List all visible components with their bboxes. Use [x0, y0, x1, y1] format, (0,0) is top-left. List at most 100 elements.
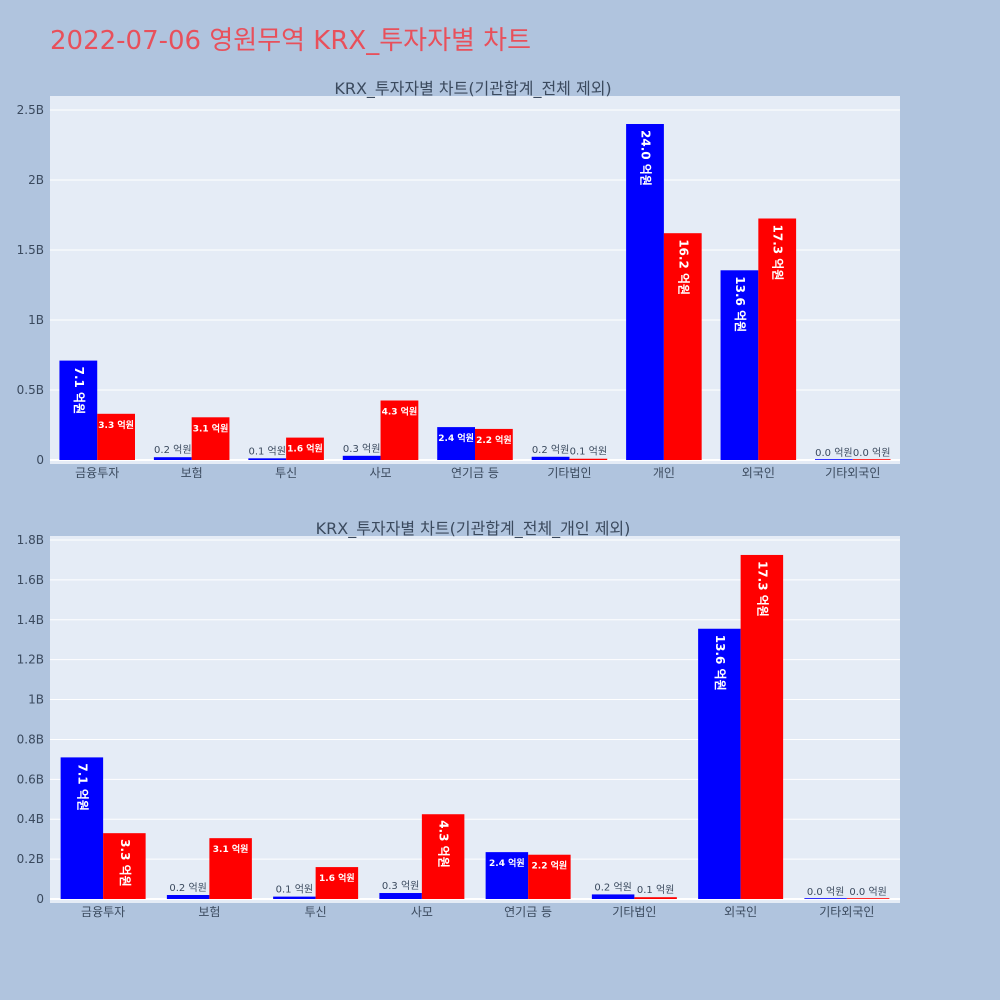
- y-tick-label: 2B: [28, 173, 44, 187]
- y-tick-label: 0.2B: [17, 852, 44, 866]
- data-label: 0.1 억원: [248, 445, 285, 457]
- x-tick-label: 보험: [181, 466, 203, 480]
- y-tick-label: 0: [36, 892, 44, 906]
- chart-top: KRX_투자자별 차트(기관합계_전체 제외) 0 0.5B 1B 1.5B 2B 2.5B…: [17, 79, 900, 480]
- data-label: 3.1 억원: [213, 843, 249, 855]
- y-tick-label: 1B: [28, 693, 44, 707]
- bar-sell: [528, 854, 571, 899]
- x-tick-label: 기타법인: [547, 466, 591, 480]
- data-label: 0.1 억원: [637, 884, 674, 896]
- y-tick-label: 2.5B: [17, 103, 44, 117]
- x-tick-label: 보험: [198, 905, 220, 919]
- x-tick-label: 외국인: [724, 905, 757, 919]
- bar-buy: [166, 895, 210, 899]
- data-label: 0.3 억원: [343, 443, 380, 455]
- bar-sell: [846, 898, 890, 899]
- chart-title: KRX_투자자별 차트(기관합계_전체 제외): [334, 79, 611, 99]
- bar-sell: [286, 437, 324, 460]
- data-label: 0.0 억원: [807, 886, 844, 898]
- data-label: 4.3 억원: [437, 820, 451, 868]
- data-label: 3.3 억원: [118, 839, 132, 887]
- x-tick-label: 개인: [653, 466, 675, 480]
- bar-buy: [531, 456, 570, 460]
- bar-sell: [569, 458, 608, 460]
- bar-buy: [804, 898, 847, 899]
- data-label: 2.4 억원: [489, 857, 525, 869]
- y-tick-label: 1.4B: [17, 613, 44, 627]
- x-tick-label: 금융투자: [75, 466, 119, 480]
- data-label: 17.3 억원: [755, 561, 769, 617]
- bar-buy: [342, 455, 381, 460]
- y-tick-label: 0.8B: [17, 732, 44, 746]
- data-label: 2.2 억원: [532, 860, 568, 872]
- y-tick-label: 1.2B: [17, 653, 44, 667]
- data-label: 0.2 억원: [532, 444, 569, 456]
- bar-sell: [475, 428, 513, 460]
- x-tick-label: 기타외국인: [819, 905, 874, 919]
- data-label: 3.3 억원: [98, 419, 134, 431]
- bar-buy: [379, 893, 422, 899]
- bar-buy: [60, 757, 104, 899]
- y-tick-label: 0.5B: [17, 383, 44, 397]
- data-label: 0.1 억원: [570, 446, 607, 458]
- data-label: 0.2 억원: [154, 444, 191, 456]
- data-label: 24.0 억원: [639, 130, 653, 186]
- bar-sell: [191, 417, 230, 460]
- data-label: 4.3 억원: [382, 406, 418, 418]
- bar-sell: [103, 833, 146, 899]
- bar-buy: [437, 427, 475, 460]
- chart-title: KRX_투자자별 차트(기관합계_전체_개인 제외): [316, 519, 631, 539]
- y-tick-label: 0: [36, 453, 44, 467]
- data-label: 0.2 억원: [594, 881, 631, 893]
- y-tick-label: 0.4B: [17, 812, 44, 826]
- y-tick-label: 1B: [28, 313, 44, 327]
- bar-buy: [815, 459, 853, 460]
- bar-sell: [380, 400, 419, 460]
- bar-buy: [273, 896, 316, 899]
- bar-sell: [663, 233, 702, 460]
- page-title: 2022-07-06 영원무역 KRX_투자자별 차트: [50, 26, 532, 56]
- bar-sell: [209, 838, 252, 899]
- x-tick-label: 투신: [305, 905, 327, 919]
- bar-buy: [153, 457, 192, 460]
- data-label: 7.1 억원: [72, 367, 86, 415]
- x-tick-label: 외국인: [742, 466, 775, 480]
- bar-buy: [698, 628, 741, 899]
- data-label: 16.2 억원: [676, 239, 690, 295]
- data-label: 0.3 억원: [382, 880, 419, 892]
- data-label: 13.6 억원: [733, 276, 747, 332]
- bar-sell: [852, 459, 891, 460]
- data-label: 3.1 억원: [193, 422, 229, 434]
- x-tick-label: 금융투자: [81, 905, 125, 919]
- data-label: 0.0 억원: [849, 886, 886, 898]
- data-label: 7.1 억원: [75, 763, 89, 811]
- x-tick-label: 투신: [275, 466, 297, 480]
- x-tick-label: 사모: [370, 466, 392, 480]
- data-label: 17.3 억원: [771, 225, 785, 281]
- bar-buy: [248, 458, 287, 460]
- x-tick-label: 기타외국인: [825, 466, 880, 480]
- data-label: 0.2 억원: [169, 882, 206, 894]
- bar-buy: [59, 360, 98, 460]
- bar-buy: [485, 852, 529, 899]
- x-tick-label: 기타법인: [612, 905, 656, 919]
- x-tick-label: 연기금 등: [451, 466, 499, 480]
- bar-sell: [421, 814, 465, 899]
- x-tick-label: 연기금 등: [504, 905, 552, 919]
- x-tick-label: 사모: [411, 905, 433, 919]
- chart-bottom: KRX_투자자별 차트(기관합계_전체_개인 제외) 0 0.2B 0.4B 0.6B 0…: [17, 519, 900, 919]
- bar-buy: [626, 124, 664, 460]
- data-label: 2.4 억원: [438, 432, 474, 444]
- data-label: 1.6 억원: [287, 443, 323, 455]
- y-tick-label: 1.6B: [17, 573, 44, 587]
- y-tick-label: 1.5B: [17, 243, 44, 257]
- bar-sell: [758, 218, 797, 460]
- bar-sell: [315, 867, 359, 899]
- bar-buy: [720, 270, 759, 460]
- data-label: 13.6 억원: [713, 635, 727, 691]
- bar-sell: [634, 897, 677, 899]
- y-tick-label: 1.8B: [17, 533, 44, 547]
- data-label: 1.6 억원: [319, 872, 355, 884]
- data-label: 2.2 억원: [476, 434, 512, 446]
